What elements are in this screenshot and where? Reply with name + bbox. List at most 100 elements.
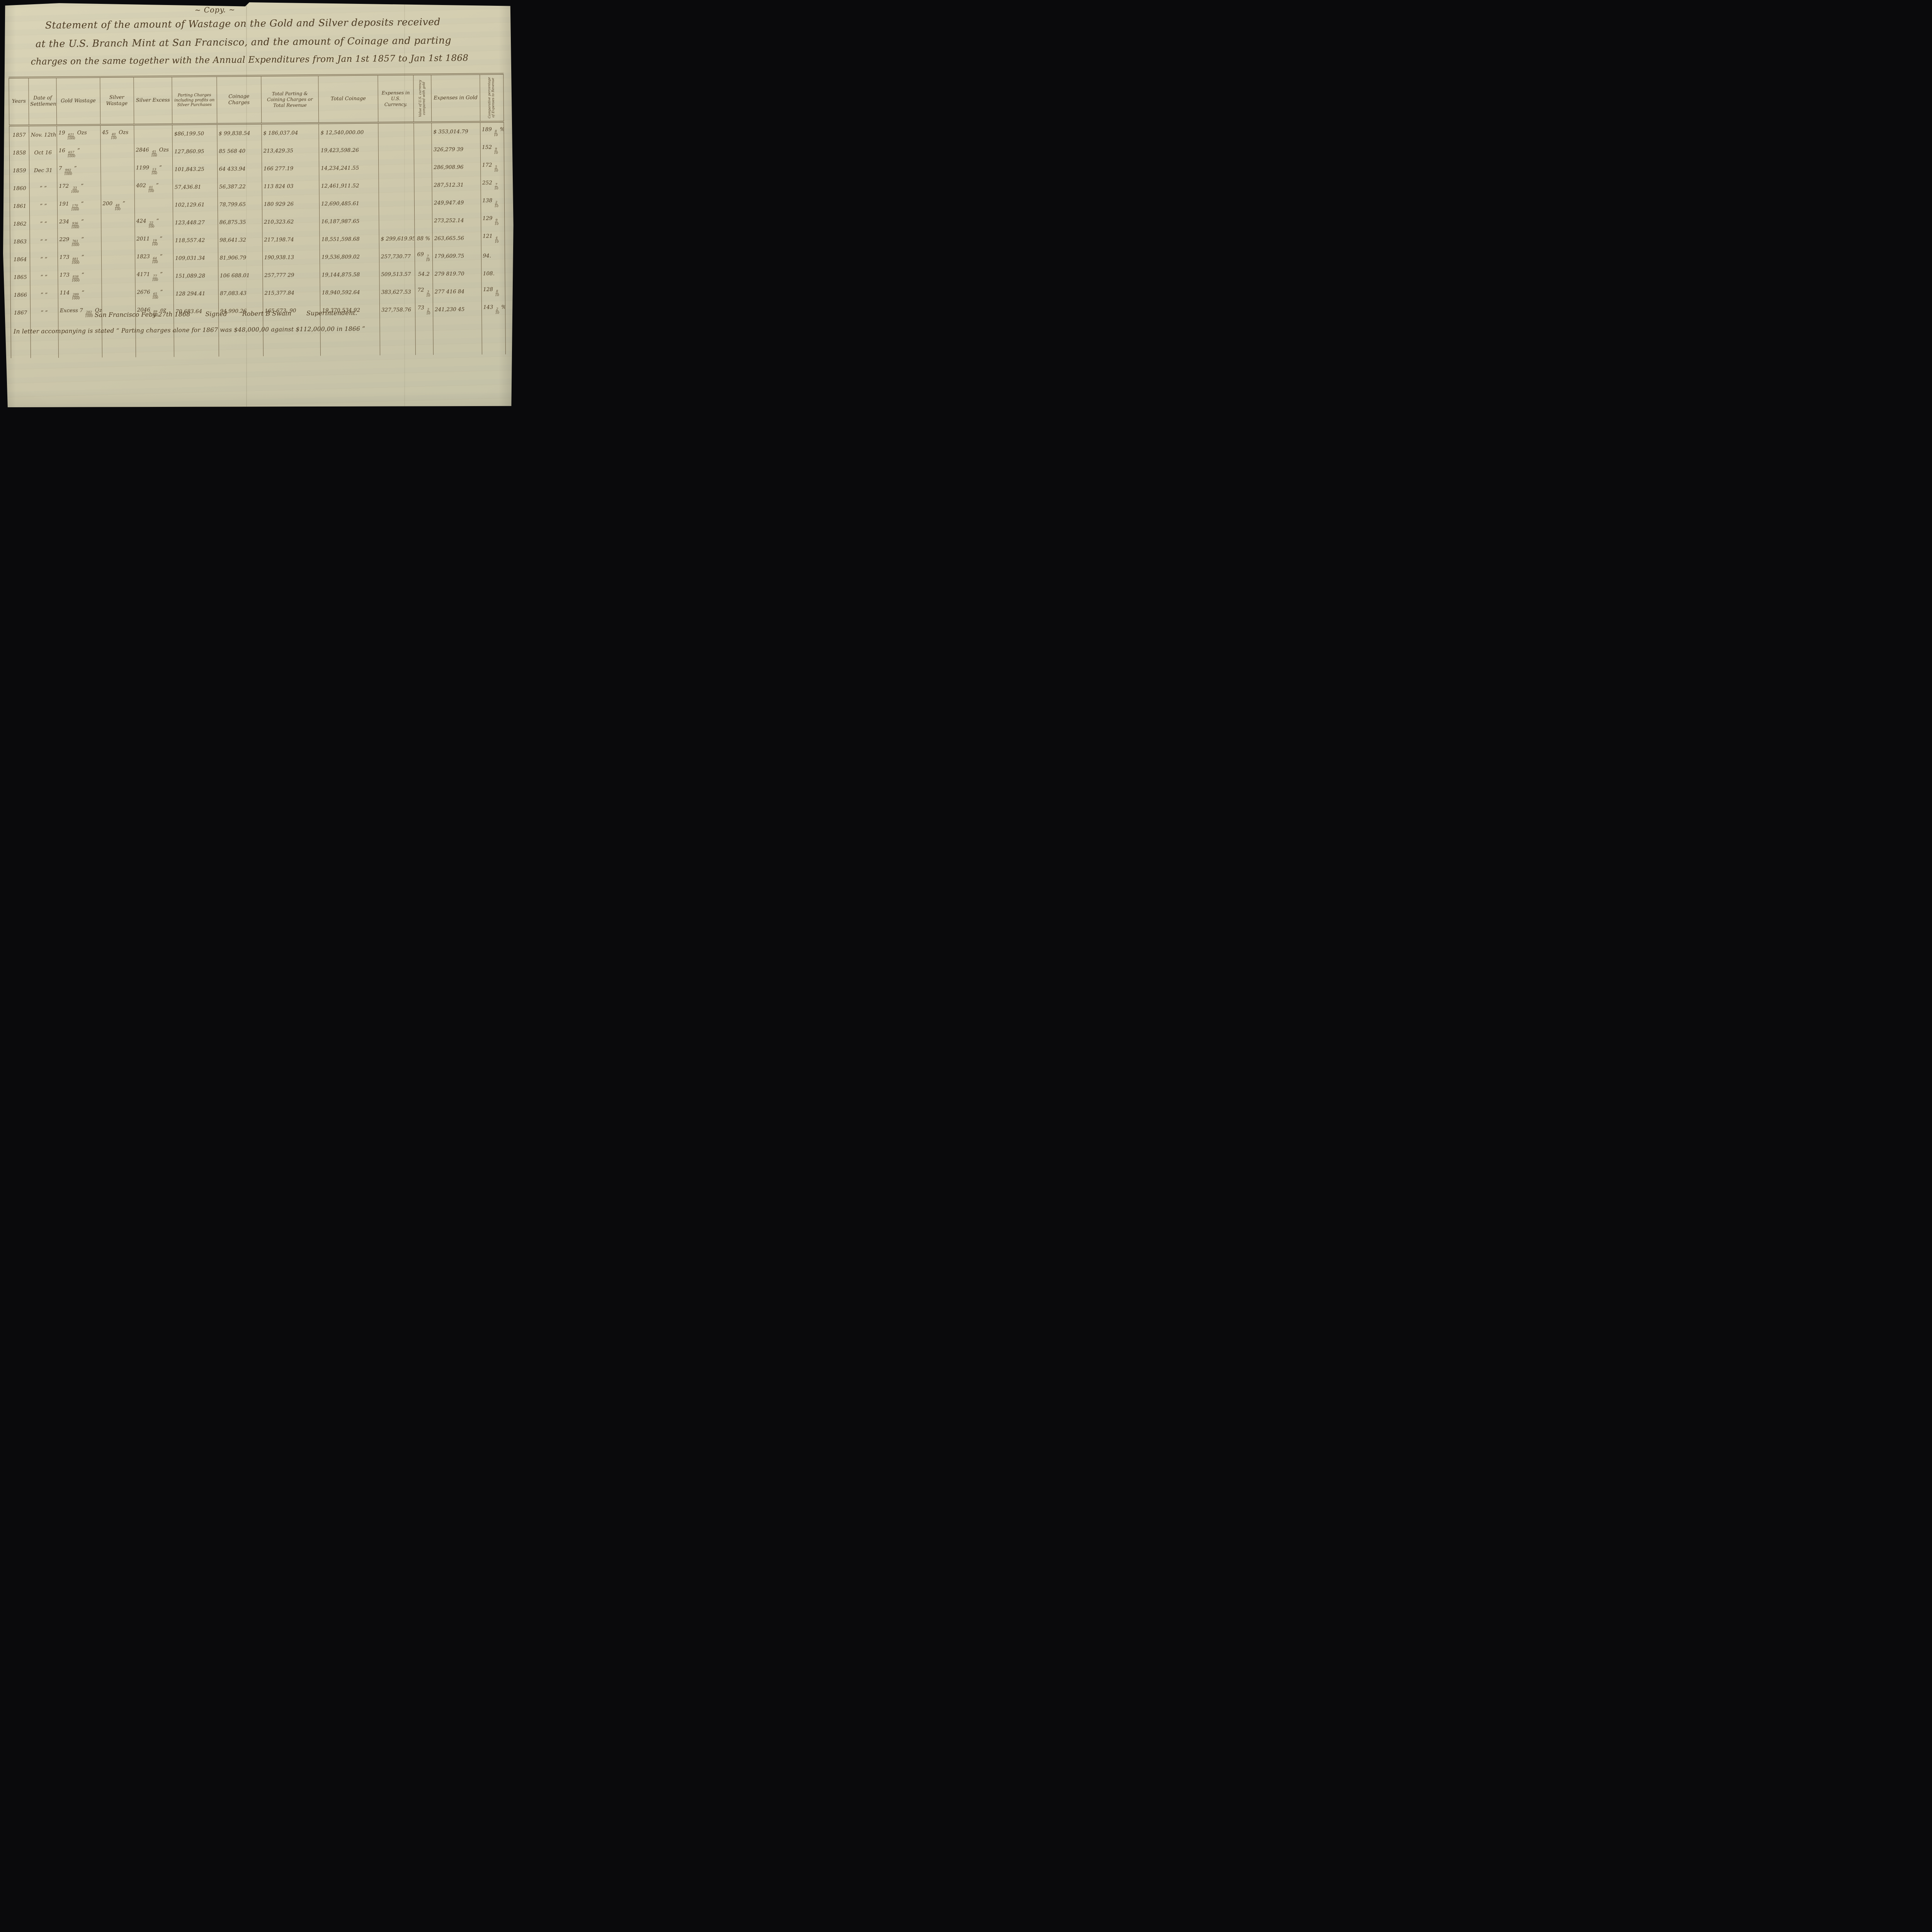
cell-parting-charges: $86,199.50	[172, 124, 217, 143]
cell-currency-value	[413, 122, 432, 141]
cell-pct-expenses: 138 2 10	[480, 193, 505, 212]
cell-total-coinage: 12,461,911.52	[319, 177, 379, 195]
cell-gold-wastage: 229 761 1000 ”	[57, 232, 101, 251]
cell-total-coinage: 19,536,809.02	[320, 248, 379, 266]
col-header-parting-charges: Parting Charges including profits on Sil…	[172, 76, 217, 124]
cell-parting-charges: 109,031.34	[173, 249, 218, 267]
cell-coinage-charges: 85 568 40	[217, 142, 262, 160]
cell-gold-wastage: 191 170 1000 ”	[57, 197, 101, 215]
cell-silver-wastage	[101, 232, 135, 250]
cell-coinage-charges: 86,875.35	[218, 213, 262, 231]
cell-silver-excess: 4171 77 100 ”	[135, 267, 174, 286]
cell-silver-wastage	[100, 143, 134, 162]
header-row: Years Date of Settlement Gold Wastage Si…	[9, 73, 504, 126]
col-header-currency-value: Value of U.S. currency compared with gol…	[413, 74, 432, 122]
copy-label: ~ Copy. ~	[195, 5, 236, 15]
cell-silver-wastage	[100, 161, 134, 179]
cell-year: 1858	[9, 144, 29, 162]
cell-parting-charges: 101,843.25	[173, 160, 218, 179]
cell-coinage-charges: 64 433.94	[217, 160, 262, 178]
cell-silver-wastage	[101, 267, 135, 286]
cell-settlement-date: ” ”	[30, 304, 58, 322]
col-header-coinage-charges: Coinage Charges	[216, 75, 262, 124]
cell-parting-charges: 128 294.41	[173, 284, 219, 303]
cell-expenses-us-currency	[379, 194, 415, 213]
cell-silver-wastage	[100, 179, 134, 197]
cell-currency-value	[414, 194, 432, 212]
cell-coinage-charges: 78,799.65	[217, 195, 262, 214]
cell-gold-wastage: 114 289 1000 ”	[58, 286, 102, 304]
col-header-silver-excess: Silver Excess	[133, 76, 173, 125]
cell-year: 1860	[10, 179, 30, 198]
cell-total-revenue: 257,777 29	[262, 266, 320, 284]
cell-gold-wastage: 173 838 1000 ”	[58, 268, 102, 286]
cell-expenses-gold: 249,947.49	[432, 194, 481, 212]
cell-coinage-charges: 98,641.32	[218, 231, 263, 249]
cell-currency-value	[414, 176, 432, 194]
cell-total-revenue: 190,938.13	[262, 248, 320, 267]
cell-pct-expenses: 172 5 10	[480, 158, 505, 176]
cell-settlement-date: Oct 16	[29, 144, 57, 162]
cell-total-coinage: 12,690,485.61	[319, 194, 379, 213]
cell-gold-wastage: 16 657 1000 ”	[57, 143, 101, 162]
cell-expenses-us-currency	[378, 141, 414, 159]
cell-parting-charges: 118,557.42	[173, 231, 218, 250]
cell-coinage-charges: 56,387.22	[217, 177, 262, 196]
cell-coinage-charges: 81,906.79	[218, 248, 263, 267]
cell-settlement-date: Dec 31	[29, 162, 57, 180]
cell-total-coinage: 19,423,598.26	[319, 141, 379, 160]
cell-year: 1859	[9, 162, 30, 180]
cell-silver-wastage	[101, 214, 135, 233]
cell-year: 1857	[9, 125, 29, 145]
cell-total-revenue: 113 824 03	[262, 177, 320, 196]
currency-value-label: Value of U.S. currency compared with gol…	[418, 80, 426, 117]
cell-settlement-date: ” ”	[30, 268, 58, 286]
cell-parting-charges: 123,448.27	[173, 213, 218, 232]
cell-currency-value: 54.2	[415, 265, 433, 283]
cell-total-revenue: 210,323.62	[262, 213, 320, 231]
cell-settlement-date: ” ”	[29, 215, 58, 233]
cell-coinage-charges: $ 99,838.54	[217, 123, 262, 143]
cell-pct-expenses: 152 9 10	[480, 140, 504, 158]
col-header-pct-expenses: Comparative percentage of Expenses to Re…	[480, 73, 504, 122]
cell-gold-wastage: 19 621 1000 Ozs	[56, 125, 100, 144]
cell-year: 1861	[10, 197, 30, 216]
cell-expenses-gold: 279 819.70	[432, 265, 481, 283]
footer-cell	[433, 318, 482, 355]
cell-parting-charges: 102,129.61	[173, 196, 218, 214]
cell-pct-expenses: 252 7 10	[480, 175, 505, 194]
cell-total-revenue: 217,198.74	[262, 230, 320, 249]
cell-currency-value	[414, 141, 432, 159]
table-header: Years Date of Settlement Gold Wastage Si…	[9, 73, 504, 126]
footer-cell	[320, 319, 380, 356]
signature: Robert B Swain	[242, 310, 292, 318]
cell-pct-expenses: 94.	[481, 247, 505, 265]
cell-silver-excess: 1823 64 100 ”	[135, 249, 174, 268]
cell-pct-expenses: 121 4 10	[481, 229, 505, 247]
cell-silver-excess: 424 22 100 ”	[134, 214, 173, 232]
col-header-gold-wastage: Gold Wastage	[56, 77, 100, 126]
col-header-years: Years	[9, 77, 29, 126]
footer-cell	[31, 321, 59, 358]
cell-silver-excess	[134, 124, 173, 143]
cell-parting-charges: 151,089.28	[173, 267, 218, 285]
footer-cell	[263, 319, 321, 356]
cell-currency-value: 69 7 10	[415, 247, 433, 265]
cell-silver-excess: 2846 45 100 Ozs	[134, 143, 173, 161]
cell-expenses-gold: 287,512.31	[432, 176, 481, 194]
col-header-settlement-date: Date of Settlement	[29, 77, 57, 126]
cell-silver-excess	[134, 196, 173, 214]
document-photo: ~ Copy. ~ Statement of the amount of Was…	[0, 0, 519, 408]
footer-cell	[481, 318, 506, 355]
footer-cell	[218, 320, 264, 357]
cell-silver-excess: 2676 65 100 ”	[135, 285, 174, 303]
cell-silver-wastage	[101, 285, 136, 304]
cell-expenses-us-currency: $ 299,619.95	[379, 230, 415, 248]
cell-gold-wastage: 234 936 1000 ”	[57, 214, 101, 233]
cell-pct-expenses: 108.	[481, 264, 505, 283]
cell-currency-value: 72 3 10	[415, 283, 433, 301]
cell-expenses-gold: 179,609.75	[432, 247, 481, 265]
cell-total-coinage: 14,234,241.55	[319, 159, 379, 177]
cell-silver-excess: 1199 13 100 ”	[134, 160, 173, 179]
table-footer-body	[10, 318, 506, 359]
